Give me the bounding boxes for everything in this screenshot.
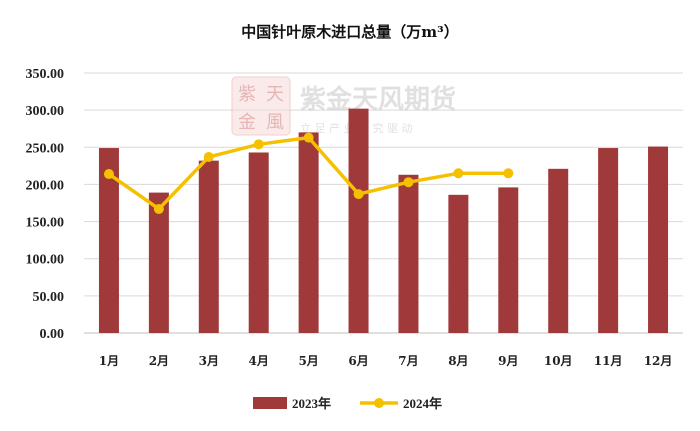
svg-text:風: 風 [266,112,284,133]
y-tick-label: 100.00 [26,253,65,268]
bar-2023 [198,160,219,333]
y-tick-label: 250.00 [26,141,65,156]
svg-text:金: 金 [238,112,256,133]
x-tick-label: 6月 [348,354,368,368]
x-tick-label: 4月 [249,354,269,368]
x-tick-label: 8月 [448,354,468,368]
y-tick-label: 150.00 [26,216,65,231]
x-tick-label: 7月 [398,354,418,368]
x-tick-label: 5月 [298,354,318,368]
x-tick-label: 2月 [149,354,169,368]
x-tick-label: 3月 [199,354,219,368]
legend-marker-2024 [374,398,384,408]
x-tick-label: 1月 [99,354,119,368]
legend-label-2024: 2024年 [403,396,442,411]
point-2024 [203,151,214,162]
x-tick-label: 11月 [594,354,623,368]
x-tick-label: 9月 [498,354,518,368]
svg-text:天: 天 [266,84,284,105]
bar-2023 [98,148,119,333]
y-tick-label: 50.00 [33,290,65,305]
x-tick-label: 12月 [644,354,673,368]
point-2024 [103,169,114,180]
bar-2023 [348,108,369,334]
bar-2023 [248,152,269,333]
x-tick-label: 10月 [544,354,573,368]
bar-2023 [598,148,619,333]
bar-2023 [498,187,519,333]
y-axis: 0.00 50.00 100.00 150.00 200.00 250.00 300.00 3… [26,67,65,342]
bar-2023 [648,146,669,333]
line-series-2024 [103,132,514,214]
point-2024 [153,203,164,214]
point-2024 [503,168,514,179]
bar-2023 [398,174,419,333]
watermark-brand: 紫金天风期货 [300,84,456,115]
point-2024 [303,132,314,143]
y-tick-label: 200.00 [26,178,65,193]
watermark-logo: 紫 天 金 風 [231,76,291,136]
chart-title: 中国针叶原木进口总量（万m³） [241,23,458,41]
bar-2023 [148,192,169,333]
bar-2023 [298,132,319,333]
svg-text:紫: 紫 [238,84,256,105]
legend-label-2023: 2023年 [292,396,331,411]
point-2024 [253,139,264,150]
bar-2023 [548,168,569,333]
point-2024 [453,168,464,179]
y-tick-label: 0.00 [40,327,65,342]
bar-series-2023 [98,108,669,334]
legend-swatch-2023 [253,397,287,409]
point-2024 [403,177,414,188]
watermark: 紫 天 金 風 紫金天风期货 立 足 产 业 研 究 驱 动 [231,76,456,136]
legend: 2023年 2024年 [253,396,442,411]
point-2024 [353,189,364,200]
x-axis: 1月 2月 3月 4月 5月 6月 7月 8月 9月 10月 11月 12月 [99,354,673,368]
y-tick-label: 350.00 [26,67,65,82]
y-tick-label: 300.00 [26,104,65,119]
bar-2023 [448,194,469,333]
